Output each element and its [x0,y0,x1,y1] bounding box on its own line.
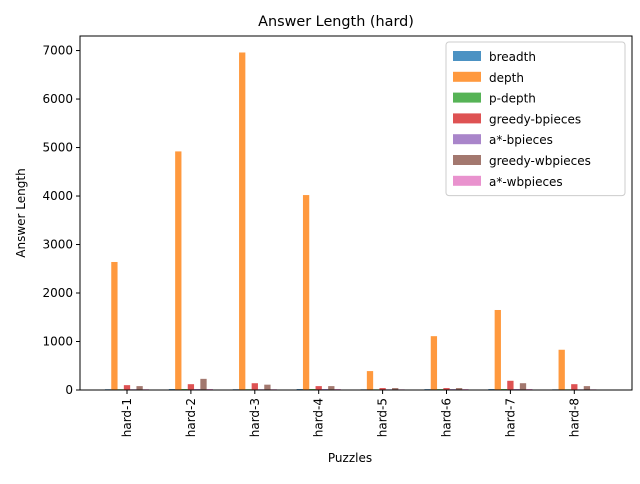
bar [507,380,514,390]
bar [111,261,118,390]
x-tick-label: hard-3 [248,398,262,437]
bar [443,388,450,390]
legend-label: depth [489,71,524,85]
y-tick-label: 2000 [42,286,73,300]
legend-label: greedy-bpieces [489,112,581,126]
legend-label: a*-bpieces [489,133,553,147]
legend-swatch [453,155,481,165]
plot-frame [79,35,633,391]
y-tick-label: 3000 [42,238,73,252]
bar [264,384,271,390]
x-tick-label: hard-4 [312,398,326,437]
legend-label: breadth [489,50,536,64]
bar [123,385,131,390]
y-tick-label: 1000 [42,335,73,349]
y-tick-label: 7000 [42,44,73,58]
legend-swatch [453,71,481,82]
legend-swatch [453,134,481,145]
bar [379,388,386,390]
legend-label: p-depth [489,92,536,106]
x-tick-label: hard-5 [376,398,390,437]
bar [251,383,258,390]
chart-title: Answer Length (hard) [258,14,414,30]
bar [455,388,463,390]
bar [136,386,143,390]
legend-swatch [453,92,481,103]
x-tick-label: hard-1 [120,398,134,437]
bar [558,349,565,390]
bar [392,388,399,390]
x-tick-label: hard-6 [440,398,454,437]
y-tick-label: 6000 [42,92,73,106]
y-tick-label: 5000 [42,141,73,155]
y-tick-label: 0 [65,383,73,397]
x-axis-label: Puzzles [328,451,372,465]
bar [239,52,246,391]
bar [519,383,527,390]
y-tick-label: 4000 [42,189,73,203]
y-axis-label: Answer Length [14,168,28,257]
legend-box [445,41,626,197]
x-tick-label: hard-8 [567,398,581,437]
bar [366,371,374,390]
bar [583,386,591,390]
x-axis: hard-1 hard-2 hard-3 hard-4 hard-5 hard-6 hard… [120,390,581,437]
legend: breadth depth p-depth greedy-bpieces a*-bpie… [445,41,626,197]
legend-label: greedy-wbpieces [489,154,591,168]
x-tick-label: hard-7 [503,398,517,437]
bar [187,384,195,390]
bar [315,386,322,390]
y-axis: 0 1000 2000 3000 4000 5000 6000 7000 [42,44,80,397]
bar [430,336,438,390]
legend-label: a*-wbpieces [489,175,563,189]
bar [328,386,335,390]
legend-swatch [453,113,481,124]
bar [302,195,310,390]
bar [175,151,182,390]
x-tick-label: hard-2 [184,398,198,437]
bar [200,378,207,390]
legend-swatch [453,175,481,186]
bar [494,309,501,390]
bar [571,384,578,390]
legend-swatch [453,51,481,61]
